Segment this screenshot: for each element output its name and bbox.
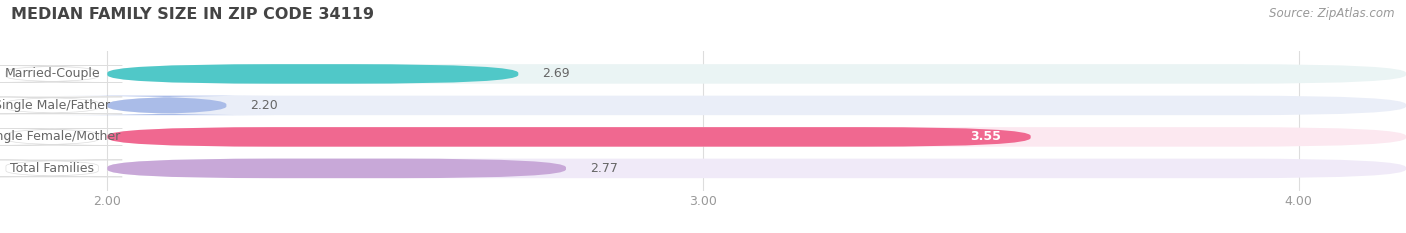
FancyBboxPatch shape — [107, 127, 1031, 147]
Text: MEDIAN FAMILY SIZE IN ZIP CODE 34119: MEDIAN FAMILY SIZE IN ZIP CODE 34119 — [11, 7, 374, 22]
FancyBboxPatch shape — [107, 64, 1406, 84]
Text: 3.55: 3.55 — [970, 130, 1001, 143]
FancyBboxPatch shape — [0, 97, 122, 114]
FancyBboxPatch shape — [107, 96, 1406, 115]
Text: 2.77: 2.77 — [589, 162, 617, 175]
FancyBboxPatch shape — [107, 64, 519, 84]
Text: Source: ZipAtlas.com: Source: ZipAtlas.com — [1270, 7, 1395, 20]
FancyBboxPatch shape — [107, 127, 1406, 147]
FancyBboxPatch shape — [60, 96, 273, 115]
Text: Total Families: Total Families — [10, 162, 94, 175]
FancyBboxPatch shape — [107, 159, 1406, 178]
Text: Married-Couple: Married-Couple — [4, 67, 100, 80]
FancyBboxPatch shape — [0, 160, 122, 177]
Text: Single Male/Father: Single Male/Father — [0, 99, 110, 112]
Text: 2.69: 2.69 — [543, 67, 569, 80]
FancyBboxPatch shape — [0, 128, 122, 145]
Text: 2.20: 2.20 — [250, 99, 278, 112]
FancyBboxPatch shape — [0, 65, 122, 82]
Text: Single Female/Mother: Single Female/Mother — [0, 130, 121, 143]
FancyBboxPatch shape — [107, 159, 567, 178]
